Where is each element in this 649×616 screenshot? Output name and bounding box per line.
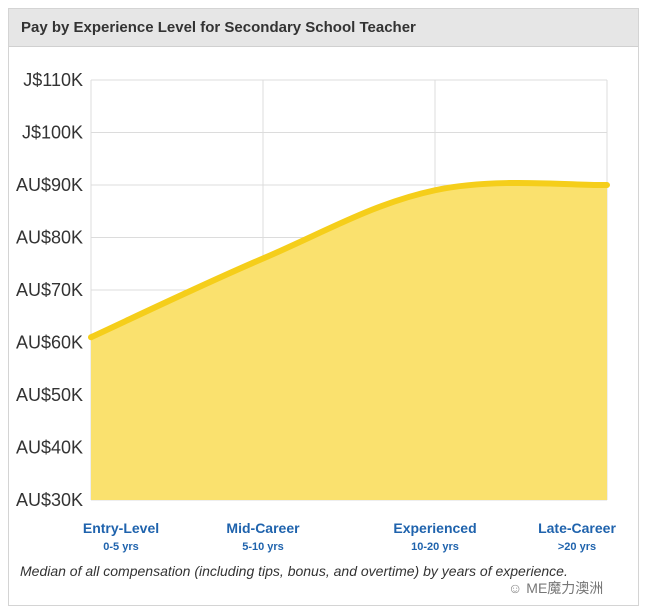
x-category-sublabel: 10-20 yrs	[411, 541, 459, 553]
x-category-label: Mid-Career	[226, 520, 300, 536]
series-line	[88, 179, 610, 341]
wechat-logo-icon: ☺	[508, 580, 523, 596]
y-tick-label: AU$60K	[16, 333, 83, 353]
chart-caption: Median of all compensation (including ti…	[20, 563, 568, 579]
area-fill	[91, 182, 607, 500]
y-axis: J$110K J$100K AU$90K AU$80K AU$70K AU$60K AU$5…	[16, 70, 83, 510]
x-category-label: Experienced	[393, 520, 476, 536]
y-tick-label: AU$50K	[16, 385, 83, 405]
x-category-sublabel: 5-10 yrs	[242, 541, 284, 553]
y-tick-label: J$100K	[22, 123, 83, 143]
y-tick-label: AU$40K	[16, 438, 83, 458]
y-tick-label: AU$80K	[16, 228, 83, 248]
x-axis: Entry-Level 0-5 yrs Mid-Career 5-10 yrs Expe…	[83, 520, 617, 553]
x-category-sublabel: >20 yrs	[558, 541, 596, 553]
x-category-sublabel: 0-5 yrs	[103, 541, 138, 553]
card-header: Pay by Experience Level for Secondary Sc…	[9, 9, 638, 47]
y-tick-label: AU$90K	[16, 175, 83, 195]
y-tick-label: AU$70K	[16, 280, 83, 300]
watermark-text: ME魔力澳洲	[526, 580, 604, 596]
watermark: ☺ ME魔力澳洲	[508, 578, 603, 598]
y-tick-label: AU$30K	[16, 490, 83, 510]
area-layer	[88, 179, 610, 500]
x-category-label: Late-Career	[538, 520, 616, 536]
x-category-label: Entry-Level	[83, 520, 159, 536]
y-tick-label: J$110K	[23, 70, 83, 90]
chart-title: Pay by Experience Level for Secondary Sc…	[21, 19, 416, 36]
